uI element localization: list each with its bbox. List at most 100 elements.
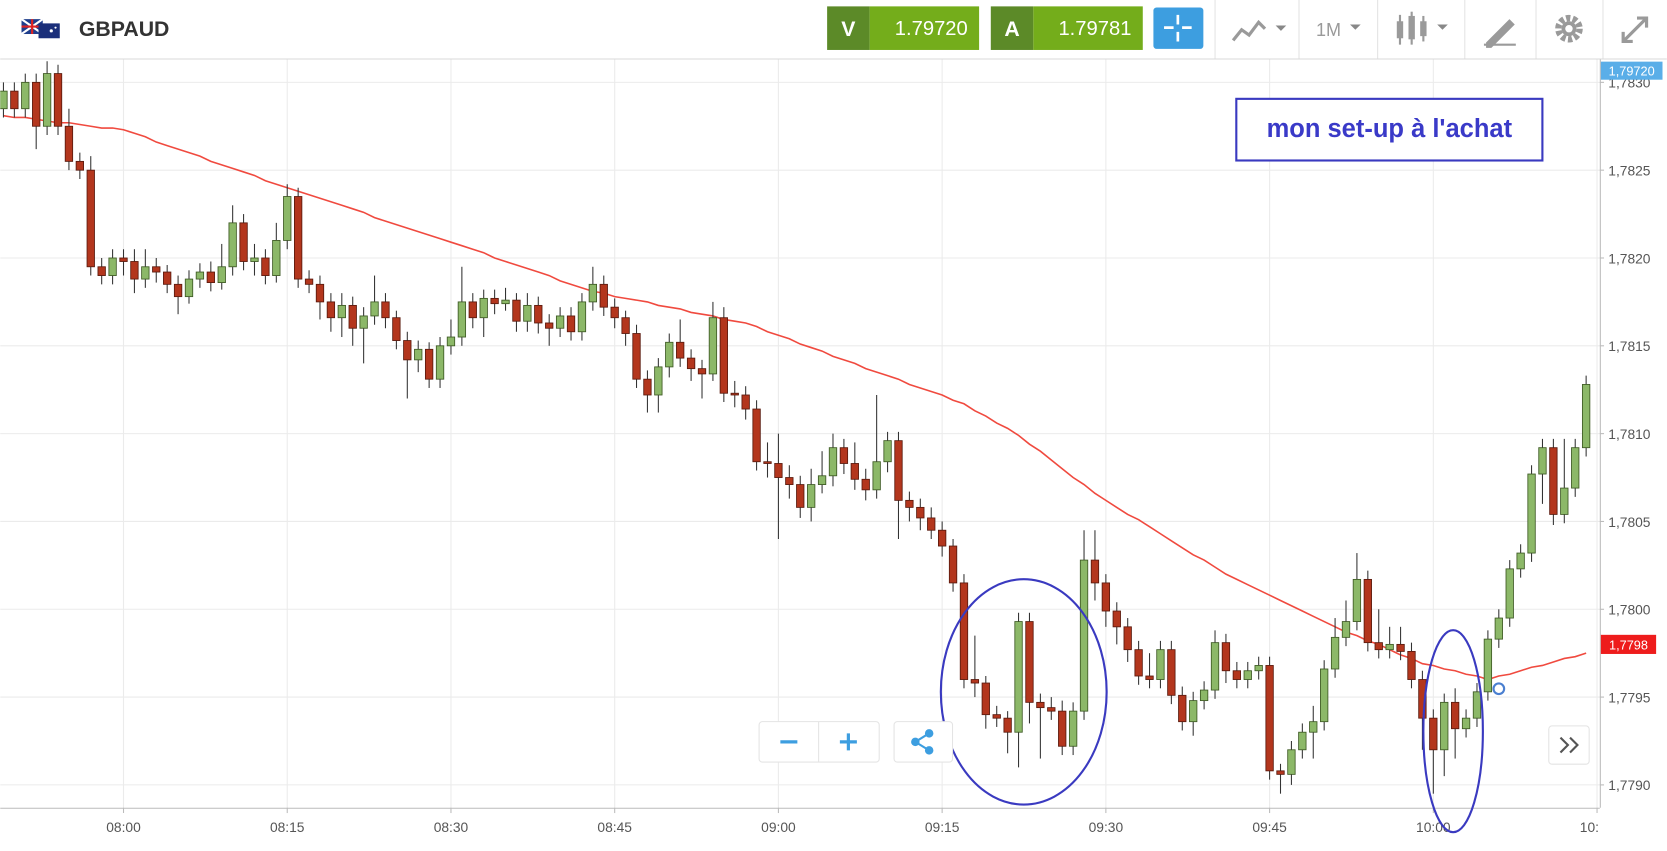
annotation-box: mon set-up à l'achat [1235,97,1544,162]
sell-price: 1.79720 [895,18,968,40]
candle-body [381,301,390,319]
candle-body [1527,473,1536,554]
candle-body [1276,770,1285,775]
candle-body [1145,675,1154,680]
candle-body [152,266,161,273]
candle-body [1134,649,1143,677]
grid [0,59,1600,808]
candle-body [512,299,521,322]
candle-body [719,317,728,394]
candle-body [1429,717,1438,751]
candle-body [141,266,150,280]
candle-body [32,81,41,127]
x-tick-label: 10:00 [1416,819,1451,835]
candle-body [861,478,870,491]
candle-body [1254,665,1263,672]
candle-body [883,440,892,463]
sell-button[interactable]: V 1.79720 [827,6,980,50]
y-tick-label: 1,7800 [1608,602,1651,618]
fullscreen-button[interactable] [1621,16,1649,44]
toolbar-separators [1214,0,1604,59]
candle-body [370,301,379,317]
candle-body [359,315,368,329]
buy-button[interactable]: A 1.79781 [990,6,1143,50]
candle-body [937,529,947,547]
candle-body [479,297,488,319]
candle-body [403,340,412,361]
candles [0,61,1591,794]
candle-body [741,394,750,410]
candle-body [970,679,980,684]
candle-body [239,222,248,262]
sell-label: V [841,17,856,41]
candle-body [730,392,739,396]
candle-body [0,90,8,110]
candle-body [599,283,608,308]
candle-body [545,322,554,329]
candle-body [1112,610,1121,628]
y-tick-label: 1,7825 [1608,162,1651,178]
timeframe-button[interactable]: 1M [1316,20,1361,40]
candle-body [217,266,226,284]
candle-body [697,368,707,375]
share-button[interactable] [893,721,954,763]
ma-tag-label: 1,7798 [1609,638,1648,653]
toolbar: GBPAUD V 1.79720 A 1.79781 1M [0,0,1667,60]
candle-body [283,196,292,241]
crosshair-button[interactable] [1153,7,1204,49]
candle-body [796,484,805,508]
candle-body [577,301,587,333]
candle-body [1385,643,1394,651]
highlight-ellipse [939,578,1108,806]
candle-body [1047,707,1056,712]
candle-body [490,297,499,305]
candle-body [53,73,63,127]
x-tick-label: 08:30 [434,819,469,835]
time-axis: 08:00 08:15 08:30 08:45 09:00 09:15 09:30 09:45… [106,807,1615,835]
candle-body [326,301,336,319]
candle-body [894,440,903,501]
candle-body [348,304,357,329]
x-tick-label: 08:15 [270,819,305,835]
symbol: GBPAUD [79,17,170,41]
candle-body [1516,552,1525,570]
candle-body [1178,694,1187,723]
buy-label: A [1004,17,1019,41]
candle-body [905,499,914,508]
candle-body [119,257,128,262]
candle-body [785,477,794,485]
candle-body [621,317,630,334]
candle-body [1243,670,1252,680]
ma-tag-bg [1600,634,1657,654]
candle-body [588,283,598,303]
candle-body [763,461,772,464]
candle-body [10,90,19,110]
candle-body [643,378,652,396]
y-tick-label: 1,7810 [1608,426,1651,442]
price-tag-label: 1,79720 [1609,63,1655,78]
x-tick-label: 10:15 [1580,819,1615,835]
candle-body [566,315,576,333]
highlight-ellipse [1422,629,1484,834]
moving-average-line [3,114,1587,681]
chart-type-button[interactable] [1231,19,1287,42]
scroll-right-button[interactable] [1548,725,1590,765]
drawing-button[interactable] [1483,19,1516,48]
candle-body [435,345,445,380]
candle-body [1396,643,1405,652]
candle-type-button[interactable] [1396,11,1448,45]
candle-body [752,408,761,463]
candle-body [523,304,532,322]
candle-body [654,366,663,396]
settings-button[interactable] [1555,14,1583,43]
zoom-in-button[interactable] [839,733,857,751]
candle-body [1123,626,1132,651]
candle-body [774,463,783,478]
candle-body [337,304,346,319]
candle-body [1505,568,1514,619]
candle-body [304,278,314,285]
candle-body [250,257,259,262]
candle-body [392,317,401,341]
